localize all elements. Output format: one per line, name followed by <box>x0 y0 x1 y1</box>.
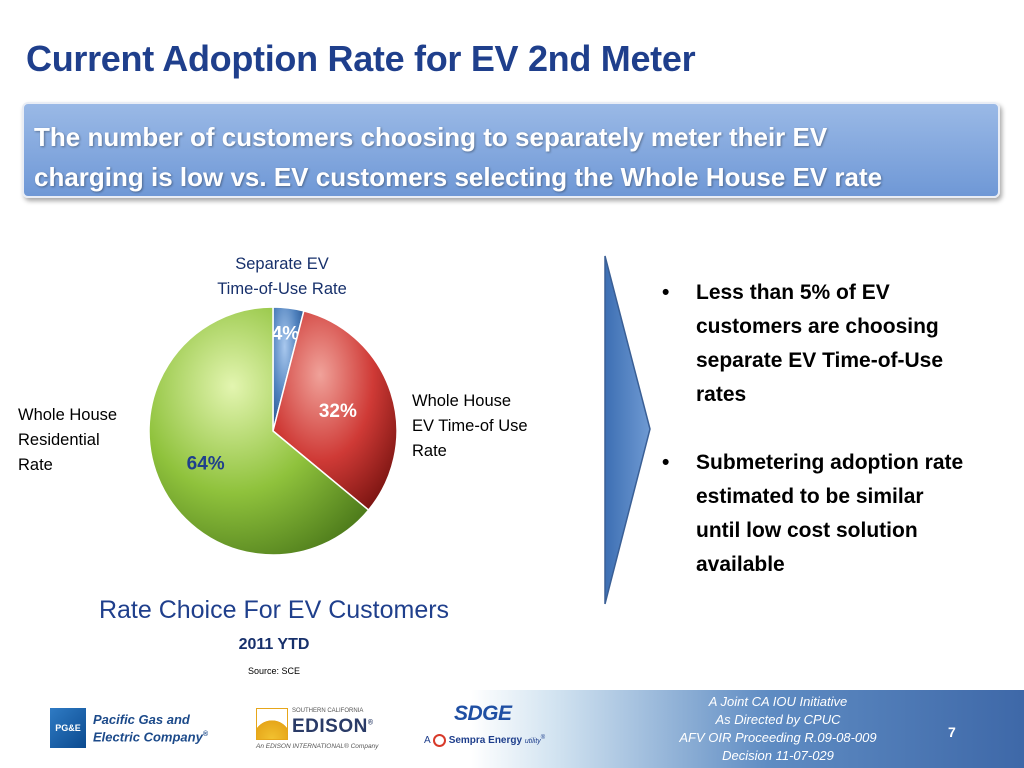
bullet-line: Submetering adoption rate <box>696 451 964 474</box>
pge-line-2-wrap: Electric Company® <box>93 727 208 744</box>
pie-slice-whole-house-ev <box>272 309 398 512</box>
footer-line: Decision 11-07-029 <box>722 748 834 763</box>
sdge-prefix: A <box>424 735 431 747</box>
chart-subtitle: 2011 YTD <box>238 636 310 653</box>
pge-line-2: Electric Company <box>93 729 203 745</box>
bullet-icon: • <box>662 281 670 304</box>
bullet-line: available <box>696 553 785 576</box>
footer-line: As Directed by CPUC <box>715 712 841 727</box>
edison-name: EDISON <box>292 716 368 737</box>
chart-source: Source: SCE <box>247 666 301 676</box>
bullet-item: • Submetering adoption rate estimated to… <box>662 446 1022 582</box>
edison-sun-icon <box>256 708 288 740</box>
pie-value-label-whole-house-ev: 32% <box>319 401 357 422</box>
bullet-line: rates <box>696 383 747 406</box>
slice-label-line: Rate <box>18 456 53 474</box>
banner-line-2: charging is low vs. EV customers selecti… <box>34 162 883 192</box>
edison-registered: ® <box>367 719 374 727</box>
key-points-list: • Less than 5% of EV customers are choos… <box>662 276 1022 616</box>
bullet-item: • Less than 5% of EV customers are choos… <box>662 276 1022 412</box>
bullet-line: until low cost solution <box>696 519 918 542</box>
slice-label-line: EV Time-of Use <box>412 417 528 435</box>
sdge-mark: SDGE <box>454 702 512 725</box>
bullet-icon: • <box>662 451 670 474</box>
edison-logo: SOUTHERN CALIFORNIA EDISON® An EDISON IN… <box>256 706 386 756</box>
sdge-tagline: A Sempra Energy utility® <box>424 734 545 747</box>
sdge-trademark: ® <box>540 734 546 741</box>
footer-bar: PG&E Pacific Gas and Electric Company® S… <box>0 690 1024 768</box>
pge-logo-text: Pacific Gas and Electric Company® <box>93 712 208 744</box>
edison-sub-text: An EDISON INTERNATIONAL® Company <box>256 743 379 750</box>
slice-label-line: Separate EV <box>235 255 329 273</box>
slice-label-separate-ev: Separate EV Time-of-Use Rate <box>196 252 368 302</box>
slice-label-line: Time-of-Use Rate <box>217 280 347 298</box>
slice-label-line: Whole House <box>18 406 118 424</box>
slice-label-line: Rate <box>412 442 447 460</box>
slice-label-whole-house-ev: Whole House EV Time-of Use Rate <box>412 389 528 464</box>
pge-logo-mark-text: PG&E <box>55 723 81 733</box>
pie-value-label-separate-ev: 4% <box>272 324 300 345</box>
chevron-arrow-icon <box>604 255 651 605</box>
pie-slice-whole-house-residential <box>148 306 370 556</box>
footer-credit: A Joint CA IOU Initiative As Directed by… <box>648 693 908 765</box>
sdge-suffix: utility <box>524 738 541 746</box>
pie-chart: 4% 32% 64% <box>148 306 398 556</box>
slice-label-whole-house-residential: Whole House Residential Rate <box>18 403 117 478</box>
slice-label-line: Residential <box>18 431 100 449</box>
bullet-line: estimated to be similar <box>696 485 924 508</box>
bullet-line: Less than 5% of EV <box>696 281 890 304</box>
banner-line-1: The number of customers choosing to sepa… <box>34 122 828 152</box>
summary-banner: The number of customers choosing to sepa… <box>22 102 1000 198</box>
footer-line: AFV OIR Proceeding R.09-08-009 <box>679 730 877 745</box>
pge-logo-mark: PG&E <box>50 708 86 748</box>
bullet-line: customers are choosing <box>696 315 939 338</box>
slide-title: Current Adoption Rate for EV 2nd Meter <box>26 38 696 79</box>
pge-registered: ® <box>202 731 208 738</box>
sdge-company: Sempra Energy <box>448 735 523 747</box>
page-number: 7 <box>948 724 956 740</box>
pge-logo: PG&E Pacific Gas and Electric Company® <box>50 706 210 752</box>
footer-line: A Joint CA IOU Initiative <box>708 694 848 709</box>
bullet-line: separate EV Time-of-Use <box>696 349 944 372</box>
sempra-swirl-icon <box>432 734 446 747</box>
edison-top-text: SOUTHERN CALIFORNIA <box>292 708 364 714</box>
chart-title: Rate Choice For EV Customers <box>98 596 450 624</box>
pge-line-1: Pacific Gas and <box>93 712 190 727</box>
pie-value-label-whole-house-residential: 64% <box>187 454 225 475</box>
sdge-logo: SDGE A Sempra Energy utility® <box>424 702 548 756</box>
edison-name-wrap: EDISON® <box>292 716 374 738</box>
slice-label-line: Whole House <box>412 392 512 410</box>
